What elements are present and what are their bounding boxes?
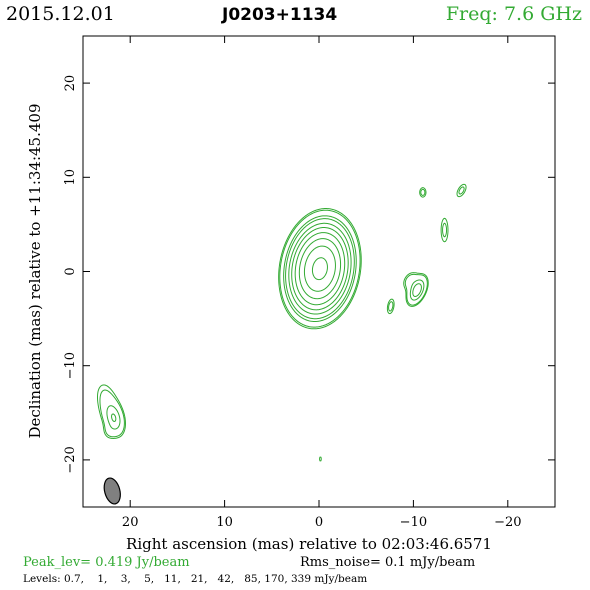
contour-layer xyxy=(96,183,467,462)
x-axis-label: Right ascension (mas) relative to 02:03:… xyxy=(126,535,492,553)
contour-level-21 xyxy=(291,227,349,311)
beam-layer xyxy=(103,477,121,505)
y-tick-label: 0 xyxy=(63,267,78,275)
beam-ellipse xyxy=(103,477,121,505)
frequency-label: Freq: 7.6 GHz xyxy=(446,3,582,25)
x-tick-label: −20 xyxy=(494,515,521,530)
contour-level-170 xyxy=(303,245,336,292)
y-tick-label: −10 xyxy=(63,352,78,379)
y-tick-label: 10 xyxy=(63,169,78,186)
contour-level-1 xyxy=(99,186,465,438)
rms-noise: Rms_noise= 0.1 mJy/beam xyxy=(300,555,475,570)
axis-ticks xyxy=(83,36,555,507)
contour-level-0_7 xyxy=(96,183,467,462)
x-tick-label: 10 xyxy=(216,515,233,530)
contour-level-3 xyxy=(106,215,425,430)
axis-tick-labels: 20 10 0 −10 −20 20 10 0 −10 −20 xyxy=(63,75,522,530)
source-name: J0203+1134 xyxy=(221,5,337,25)
contour-level-42 xyxy=(294,232,346,306)
observation-date: 2015.12.01 xyxy=(6,3,115,25)
x-tick-label: −10 xyxy=(400,515,427,530)
y-tick-label: 20 xyxy=(63,75,78,92)
x-tick-label: 0 xyxy=(315,515,323,530)
plot-frame xyxy=(82,35,556,508)
x-tick-label: 20 xyxy=(122,515,139,530)
y-tick-label: −20 xyxy=(63,446,78,473)
peak-level: Peak_lev= 0.419 Jy/beam xyxy=(23,555,190,570)
contour-level-339 xyxy=(311,257,328,281)
contour-level-11 xyxy=(288,222,352,315)
y-axis-label: Declination (mas) relative to +11:34:45.… xyxy=(26,103,44,438)
contour-levels: Levels: 0.7, 1, 3, 5, 11, 21, 42, 85, 17… xyxy=(23,573,367,585)
contour-level-85 xyxy=(298,238,342,300)
contour-level-5 xyxy=(111,218,422,423)
